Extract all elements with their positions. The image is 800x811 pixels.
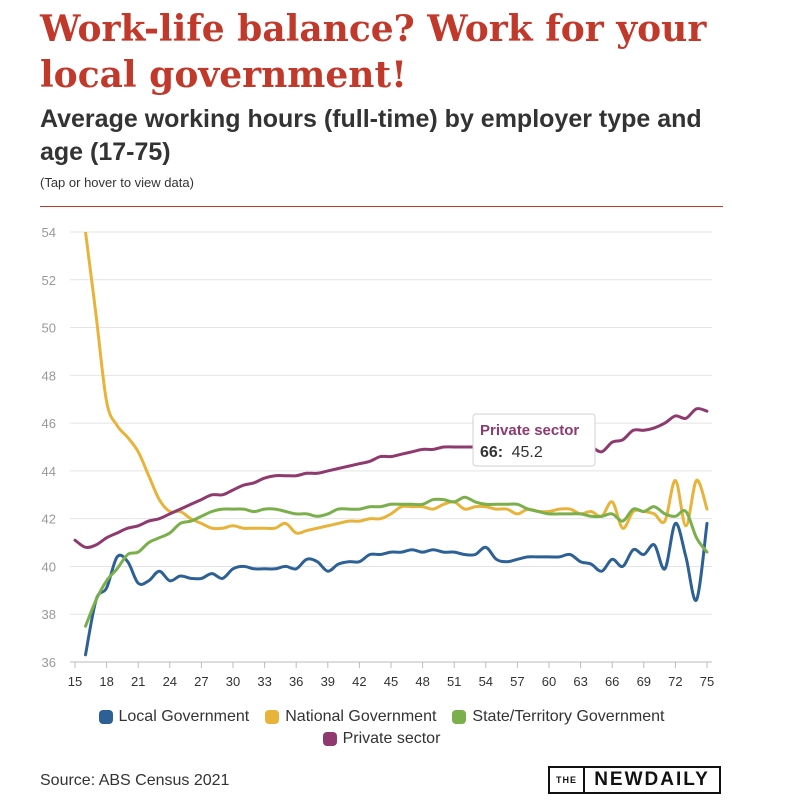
y-tick-label: 40: [42, 559, 56, 574]
chart-title: Work-life balance? Work for your local g…: [40, 8, 707, 96]
x-tick-label: 30: [226, 674, 240, 689]
line-chart[interactable]: 36 38 40 42 44 46 48 50 52 54 15 18 21 24 27 30 33 36 39 4…: [0, 215, 800, 695]
x-tick-label: 57: [510, 674, 524, 689]
x-tick-label: 36: [289, 674, 303, 689]
title-divider: [40, 206, 723, 207]
logo-the: THE: [556, 775, 577, 785]
legend-label: State/Territory Government: [472, 708, 665, 725]
series-line-state-territory-government[interactable]: [84, 495, 709, 628]
x-tick-label: 48: [415, 674, 429, 689]
x-tick-label: 75: [700, 674, 714, 689]
legend-swatch: [322, 732, 337, 746]
tooltip-value: 45.2: [512, 444, 543, 461]
y-tick-label: 52: [42, 273, 56, 288]
y-tick-label: 54: [42, 225, 56, 240]
x-tick-label: 54: [479, 674, 493, 689]
y-tick-label: 38: [42, 607, 56, 622]
chart-legend: Local Government National Government State…: [40, 708, 723, 748]
x-tick-label: 15: [68, 674, 82, 689]
x-tick-label: 18: [99, 674, 113, 689]
x-tick-label: 21: [131, 674, 145, 689]
y-tick-label: 50: [42, 321, 56, 336]
y-axis-ticks: 36 38 40 42 44 46 48 50 52 54: [42, 225, 56, 670]
x-tick-label: 27: [194, 674, 208, 689]
x-tick-label: 42: [352, 674, 366, 689]
legend-label: National Government: [285, 708, 437, 725]
x-tick-label: 45: [384, 674, 398, 689]
x-tick-label: 72: [668, 674, 682, 689]
x-axis-ticks: 15 18 21 24 27 30 33 36 39 42 45 48 51 54 57 60 63 66 69 72…: [68, 662, 714, 689]
legend-swatch: [452, 710, 467, 724]
y-tick-label: 42: [42, 512, 56, 527]
tooltip-series-name: Private sector: [480, 422, 579, 439]
y-tick-label: 44: [42, 464, 56, 479]
newdaily-logo: THE NEWDAILY: [548, 766, 721, 794]
series-line-local-government[interactable]: [84, 521, 709, 657]
tooltip-box: [472, 413, 596, 467]
logo-wordmark: NEWDAILY: [583, 768, 719, 792]
gridlines: [70, 231, 712, 663]
y-tick-label: 36: [42, 655, 56, 670]
y-tick-label: 46: [42, 416, 56, 431]
legend-swatch: [265, 710, 280, 724]
x-tick-label: 33: [257, 674, 271, 689]
hover-tooltip: Private sector 66: 45.2: [472, 413, 596, 467]
tooltip-x-label: 66:: [480, 444, 503, 461]
source-note: Source: ABS Census 2021: [40, 772, 230, 789]
legend-item[interactable]: National Government: [265, 708, 436, 726]
legend-label: Private sector: [342, 730, 441, 747]
x-tick-label: 51: [447, 674, 461, 689]
series-line-national-government[interactable]: [84, 232, 709, 535]
series-lines[interactable]: [73, 232, 709, 657]
x-tick-label: 60: [542, 674, 556, 689]
legend-swatch: [98, 710, 113, 724]
hover-instruction: (Tap or hover to view data): [40, 175, 194, 190]
x-tick-label: 24: [163, 674, 177, 689]
legend-label: Local Government: [118, 708, 250, 725]
legend-item[interactable]: State/Territory Government: [452, 708, 665, 726]
legend-item[interactable]: Private sector: [322, 730, 441, 748]
y-tick-label: 48: [42, 368, 56, 383]
tooltip-value-line: 66: 45.2: [480, 444, 543, 461]
legend-item[interactable]: Local Government: [98, 708, 250, 726]
x-tick-label: 39: [321, 674, 335, 689]
x-tick-label: 63: [573, 674, 587, 689]
chart-subtitle: Average working hours (full-time) by emp…: [40, 105, 702, 166]
x-tick-label: 66: [605, 674, 619, 689]
series-line-private-sector[interactable]: [73, 407, 709, 549]
x-tick-label: 69: [637, 674, 651, 689]
